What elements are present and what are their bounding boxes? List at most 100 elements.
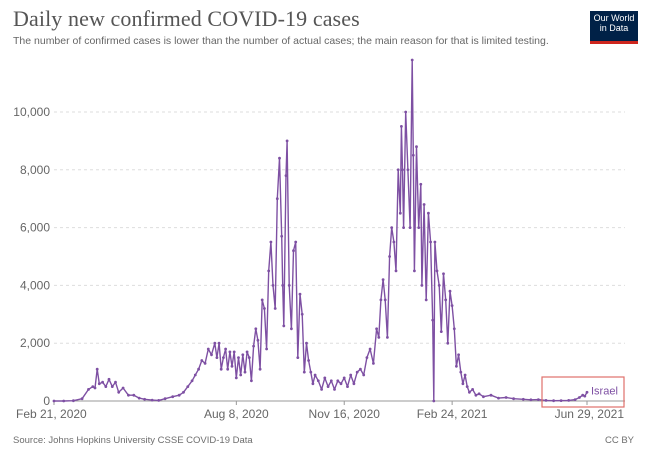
data-point — [137, 396, 141, 400]
data-point — [326, 385, 330, 388]
data-point — [284, 174, 288, 178]
data-point — [401, 168, 404, 172]
data-point — [457, 353, 460, 357]
data-point — [287, 284, 291, 287]
logo-line-1: Our World — [593, 13, 635, 23]
data-point — [292, 249, 295, 253]
data-point — [234, 376, 238, 380]
data-point — [241, 353, 245, 357]
data-point — [143, 397, 147, 401]
data-point — [417, 226, 421, 230]
data-point — [415, 145, 418, 149]
data-point — [117, 390, 121, 394]
data-point — [294, 240, 298, 244]
x-tick-label: Aug 8, 2020 — [204, 407, 269, 421]
data-point — [213, 341, 217, 345]
data-point — [224, 347, 228, 351]
data-point — [365, 356, 369, 359]
data-point — [307, 359, 310, 362]
data-point — [461, 382, 465, 386]
data-point — [368, 347, 372, 351]
data-point — [206, 347, 210, 351]
data-point — [239, 373, 243, 377]
data-point — [333, 388, 336, 391]
data-point — [413, 269, 416, 273]
data-point — [91, 385, 95, 388]
data-point — [474, 393, 478, 397]
data-point — [273, 307, 277, 310]
data-point — [432, 399, 436, 403]
data-point — [247, 356, 251, 359]
data-point — [121, 386, 125, 390]
data-point — [489, 393, 493, 397]
data-point — [372, 362, 375, 365]
data-point — [394, 269, 398, 273]
data-point — [342, 376, 346, 380]
owid-logo[interactable]: Our World in Data — [590, 11, 638, 44]
data-point — [427, 211, 430, 215]
data-point — [311, 382, 315, 386]
data-point — [215, 356, 219, 359]
data-point — [529, 398, 533, 402]
data-point — [282, 324, 286, 328]
data-point — [468, 390, 471, 394]
data-point — [275, 197, 279, 201]
data-point — [406, 168, 410, 172]
data-point — [465, 385, 469, 388]
data-point — [232, 350, 236, 354]
data-point — [442, 272, 445, 276]
y-tick-label: 4,000 — [20, 278, 50, 292]
data-point — [567, 399, 571, 402]
data-point — [300, 312, 304, 316]
data-point — [163, 397, 167, 401]
data-point — [435, 269, 439, 273]
data-point — [477, 392, 481, 396]
data-point — [193, 373, 197, 377]
data-point — [463, 373, 467, 377]
data-point — [396, 168, 400, 172]
data-point — [386, 336, 389, 339]
data-point — [329, 379, 333, 383]
data-point — [200, 359, 204, 362]
data-point — [450, 304, 454, 307]
data-point — [245, 350, 249, 354]
data-point — [250, 379, 253, 383]
data-point — [263, 307, 266, 310]
data-point — [431, 318, 435, 322]
data-point — [573, 398, 577, 401]
data-point — [512, 397, 515, 401]
data-point — [256, 338, 260, 342]
data-point — [377, 336, 381, 339]
data-point — [471, 388, 474, 391]
data-point — [578, 396, 581, 399]
data-point — [448, 289, 452, 293]
data-point — [437, 284, 441, 287]
data-point — [422, 203, 426, 206]
data-point — [217, 341, 221, 345]
data-point — [559, 399, 563, 402]
data-point — [285, 139, 289, 143]
data-point — [97, 382, 101, 386]
license-note[interactable]: CC BY — [604, 435, 634, 446]
data-point — [254, 327, 258, 331]
x-tick-label: Jun 29, 2021 — [555, 407, 625, 421]
data-point — [392, 240, 396, 244]
data-point — [379, 298, 383, 302]
data-point — [157, 399, 161, 402]
data-point — [408, 226, 412, 230]
data-point — [362, 373, 366, 377]
data-point — [459, 370, 463, 374]
data-point — [230, 364, 234, 368]
data-point — [419, 182, 423, 186]
data-point — [388, 255, 391, 258]
data-point — [323, 376, 327, 380]
data-point — [203, 362, 207, 365]
data-point — [349, 373, 353, 377]
data-point — [305, 341, 308, 345]
data-point — [375, 327, 378, 331]
data-point — [190, 379, 194, 383]
data-point — [313, 373, 317, 377]
data-point — [182, 390, 185, 394]
data-point — [62, 399, 66, 403]
